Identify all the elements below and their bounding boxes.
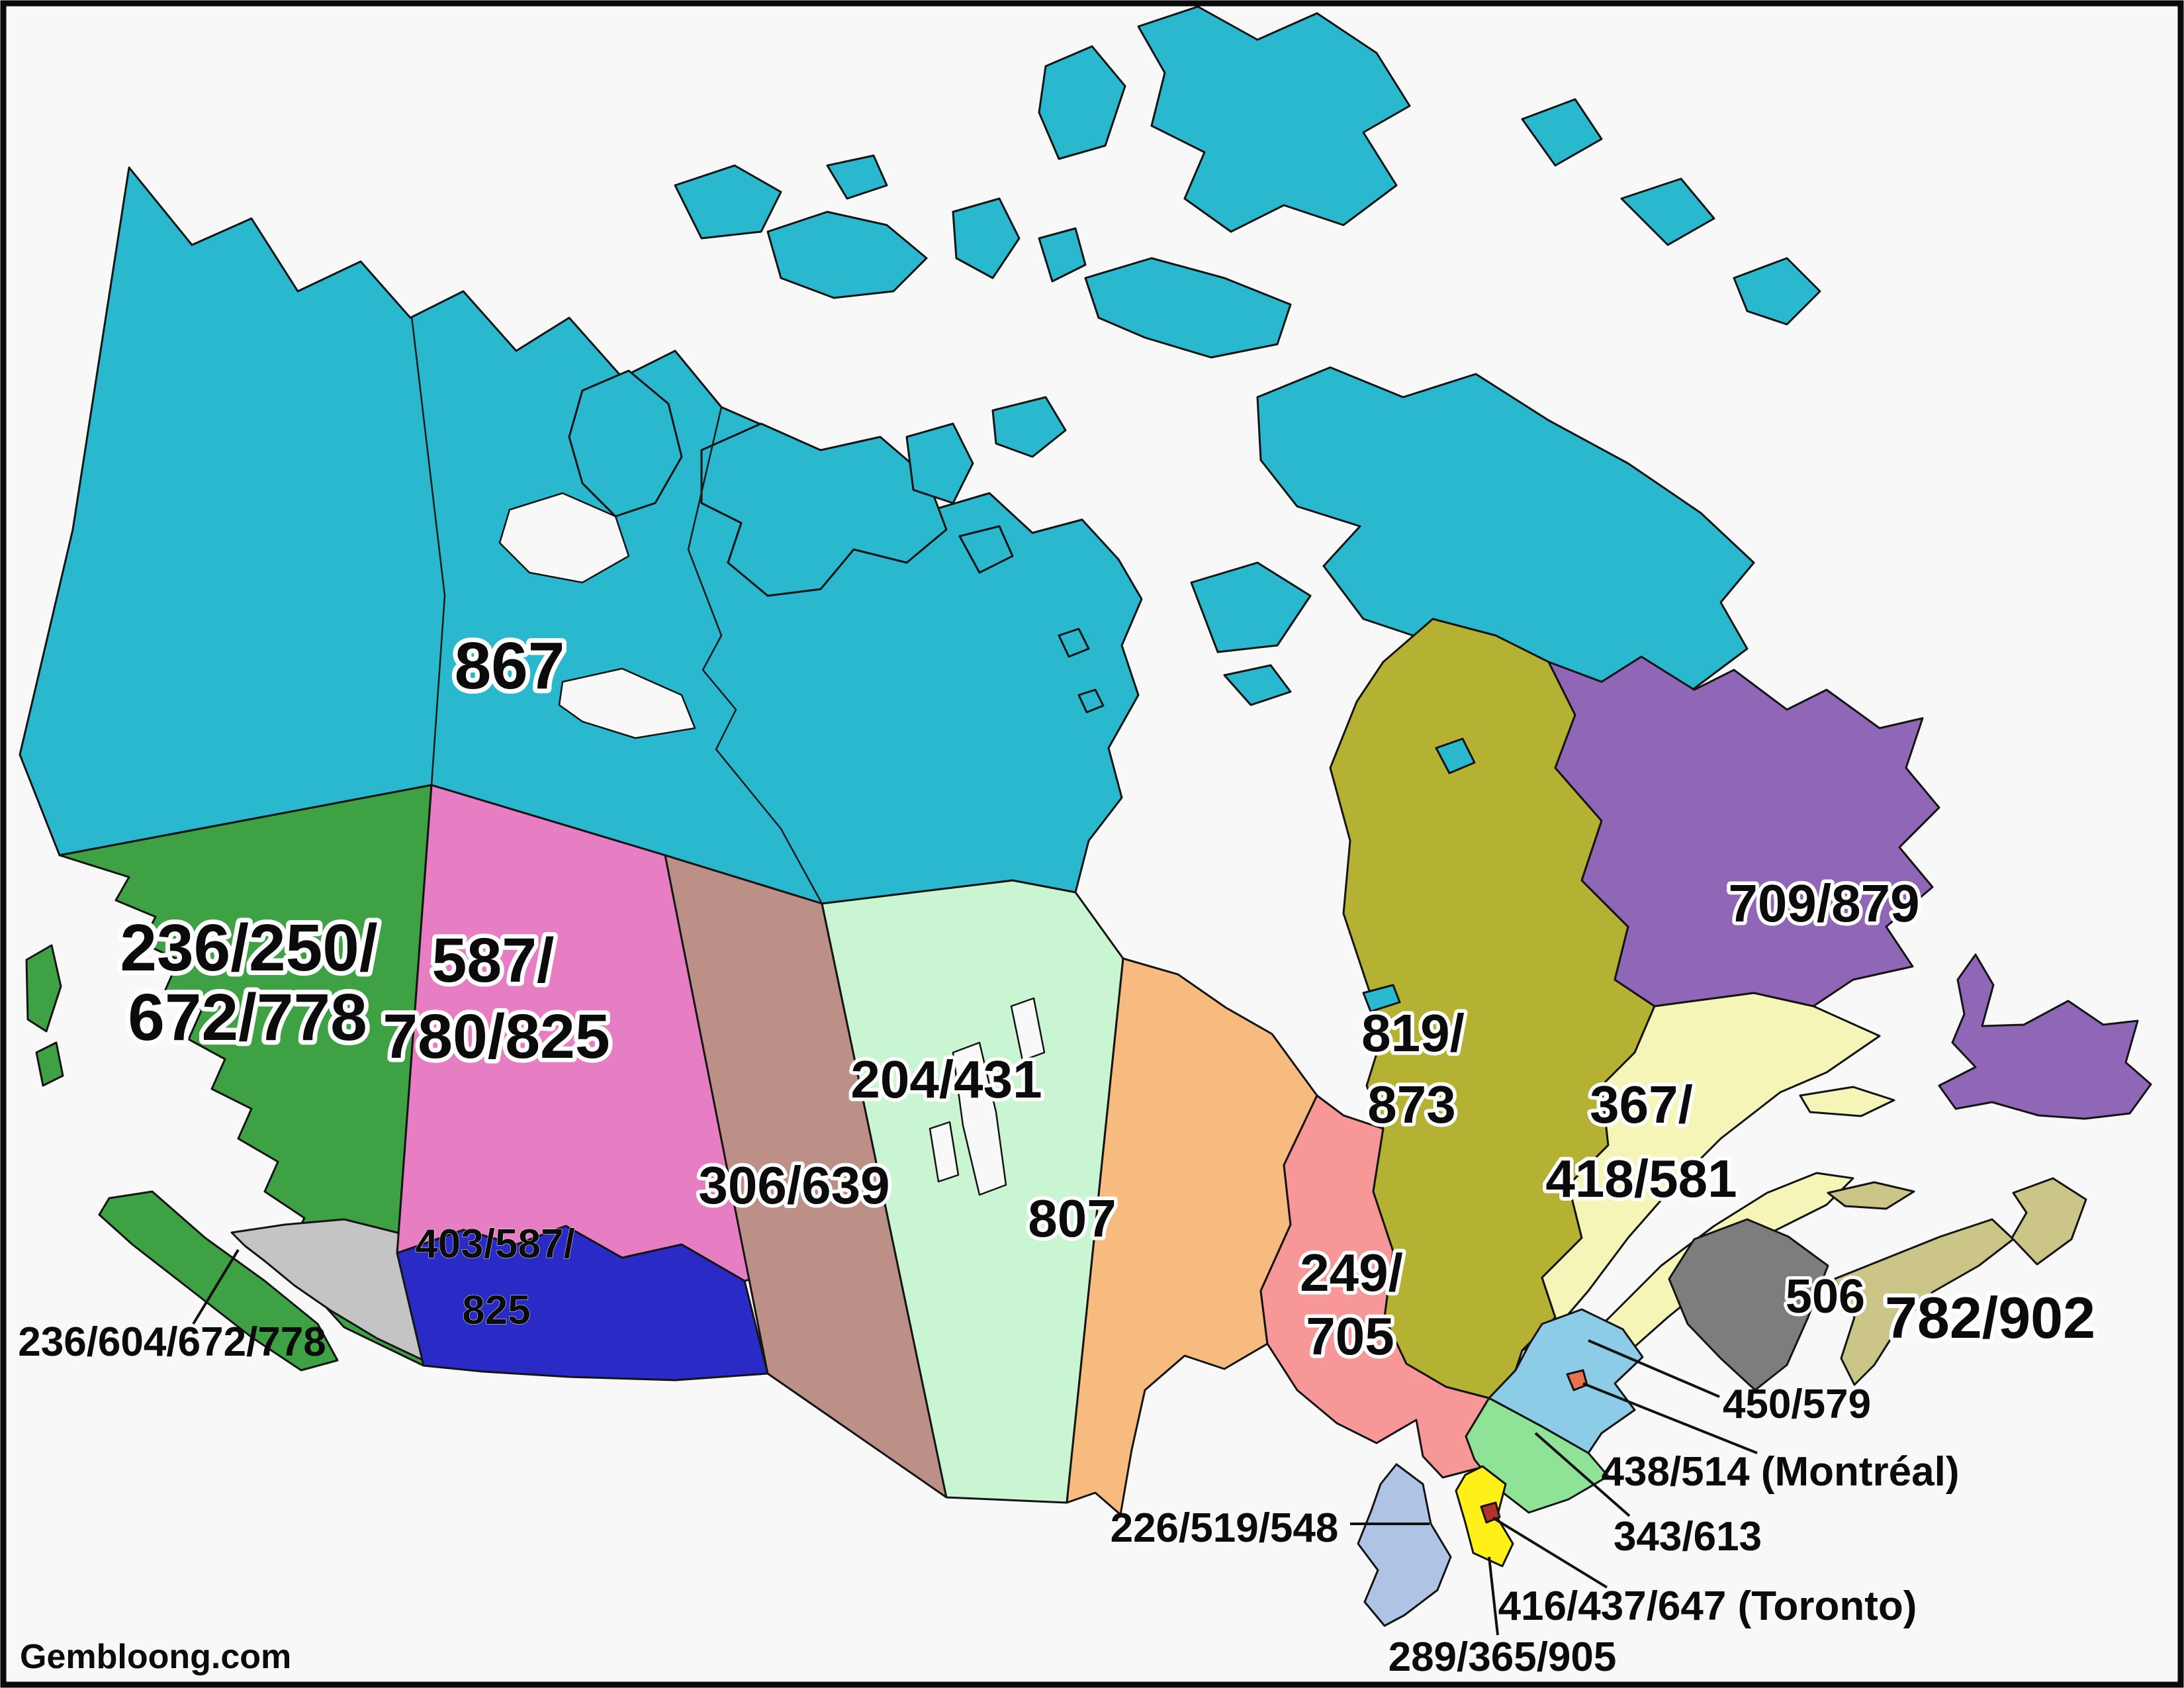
melville-island <box>766 211 928 299</box>
label-alberta-north-line2: 780/825 <box>383 1002 610 1072</box>
region-nova-scotia <box>1833 1218 2015 1386</box>
devon-island <box>1084 257 1292 359</box>
region-alberta-south <box>396 1225 769 1382</box>
label-quebec-west-line2: 873 <box>1367 1075 1455 1134</box>
great-bear-lake <box>498 492 630 584</box>
region-pei <box>1827 1181 1915 1210</box>
leader-lines <box>192 1248 1758 1636</box>
region-cape-breton <box>2011 1177 2087 1266</box>
label-newfoundland: 709/879 <box>1728 874 1919 933</box>
prince-patrick-island <box>674 164 782 240</box>
somerset-island <box>991 396 1067 458</box>
southampton-island <box>1190 561 1312 653</box>
leader-vancouver <box>192 1248 240 1325</box>
quebec-lake-b <box>1362 984 1401 1013</box>
coats-island <box>1223 664 1292 706</box>
leader-golden-horseshoe <box>1488 1556 1499 1636</box>
label-quebec-east-line2: 418/581 <box>1545 1149 1737 1208</box>
lake-winnipeg <box>952 1041 1007 1196</box>
bathurst-island <box>952 197 1021 279</box>
label-ontario-ne-line1: 249/ <box>1300 1243 1403 1302</box>
label-nova-scotia: 782/902 <box>1885 1285 2095 1350</box>
great-slave-lake <box>558 667 696 739</box>
area-code-labels: 867 236/250/ 672/778 587/ 780/825 403/58… <box>115 624 2099 1370</box>
victoria-island <box>700 422 948 597</box>
watermark: Gembloong.com <box>20 1638 291 1676</box>
leader-montreal-region <box>1588 1339 1720 1398</box>
prince-of-wales-island <box>905 422 974 504</box>
king-william-island <box>958 525 1014 574</box>
label-ontario-east: 343/613 <box>1614 1514 1762 1560</box>
haida-gwaii <box>25 944 62 1033</box>
callout-labels: 236/604/672/778 226/519/548 450/579 438/… <box>18 1319 1959 1680</box>
region-newfoundland-island <box>1938 953 2152 1120</box>
label-manitoba: 204/431 <box>850 1050 1042 1109</box>
region-labrador <box>1547 655 1940 1008</box>
label-montreal: 438/514 (Montréal) <box>1602 1449 1960 1495</box>
label-ontario-ne-line2: 705 <box>1306 1307 1394 1366</box>
yukon-nwt-border <box>410 316 446 786</box>
anticosti-island <box>1799 1086 1895 1117</box>
label-saskatchewan: 306/639 <box>698 1156 889 1215</box>
label-toronto: 416/437/647 (Toronto) <box>1498 1583 1917 1629</box>
ellesmere-island <box>1137 5 1411 233</box>
label-ontario-sw: 226/519/548 <box>1111 1505 1339 1551</box>
lake-manitoba <box>929 1121 960 1183</box>
label-territories: 867 <box>455 629 565 703</box>
mackenzie-king-island <box>826 154 888 200</box>
map-regions <box>19 5 2152 1627</box>
label-vancouver-area: 236/604/672/778 <box>18 1319 326 1365</box>
bylot-island <box>1733 257 1821 326</box>
nwt-nunavut-border <box>687 406 823 904</box>
lake-winnipegosis <box>1010 997 1046 1062</box>
label-ontario-nw: 807 <box>1028 1189 1116 1248</box>
label-alberta-north-line1: 587/ <box>432 925 555 996</box>
haida-gwaii-south <box>35 1041 64 1087</box>
label-bc-line2: 672/778 <box>128 980 367 1055</box>
banks-island <box>568 369 683 518</box>
hudson-islet-b <box>1077 688 1105 714</box>
label-quebec-west-line1: 819/ <box>1361 1004 1465 1062</box>
label-new-brunswick: 506 <box>1786 1270 1865 1323</box>
label-golden-horseshoe: 289/365/905 <box>1388 1634 1617 1680</box>
arctic-islands <box>568 5 1821 723</box>
axel-heiberg-island <box>1038 45 1126 160</box>
leader-ontario-east <box>1534 1432 1631 1517</box>
label-quebec-east-line1: 367/ <box>1590 1075 1693 1134</box>
label-montreal-region: 450/579 <box>1723 1382 1871 1427</box>
region-montreal-region <box>1488 1308 1644 1454</box>
region-new-brunswick <box>1668 1218 1829 1391</box>
region-ontario-sw <box>1357 1463 1452 1627</box>
leader-toronto <box>1492 1517 1608 1589</box>
cornwallis-island <box>1038 227 1087 283</box>
hudson-islet-a <box>1058 628 1090 658</box>
leader-montreal <box>1582 1382 1758 1454</box>
quebec-lake-a <box>1435 737 1476 774</box>
arctic-islet-b <box>1521 98 1603 167</box>
label-bc-line1: 236/250/ <box>120 911 377 985</box>
arctic-islet-a <box>1620 177 1715 246</box>
label-alberta-south-line2: 825 <box>462 1288 530 1333</box>
label-alberta-south-line1: 403/587/ <box>415 1221 574 1267</box>
